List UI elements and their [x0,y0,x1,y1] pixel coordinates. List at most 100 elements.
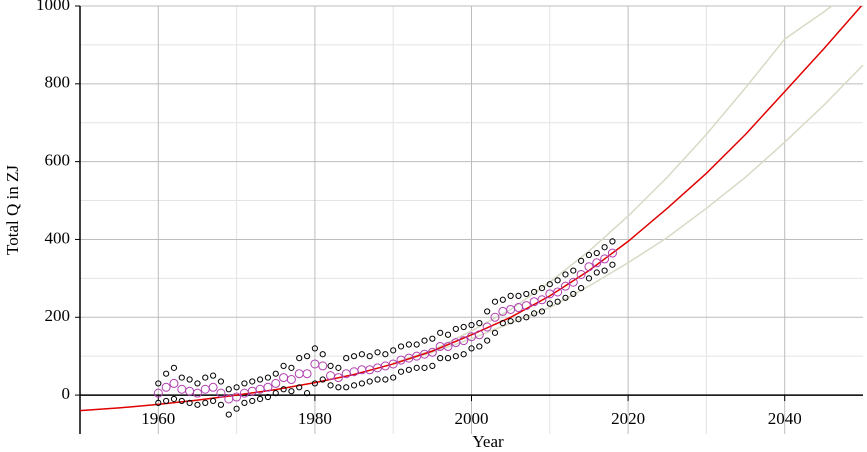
data-point [578,257,585,264]
data-point [153,388,163,398]
x-tick-label: 2000 [455,409,489,428]
data-point [468,321,475,329]
data-point [607,248,617,258]
data-point [476,320,483,327]
data-point [585,275,593,282]
data-point [350,382,358,389]
data-point [200,384,210,394]
data-point [388,359,398,369]
data-point [491,329,499,336]
data-point [232,392,242,402]
data-point [460,351,467,358]
data-point [319,351,326,358]
data-point [225,411,232,418]
data-point [288,364,295,371]
data-point [560,281,570,291]
data-point [554,298,561,305]
data-point [538,308,546,315]
x-tick-label: 2040 [768,409,802,428]
data-point [350,353,358,360]
data-point [429,335,436,342]
data-point [531,288,538,296]
data-point [256,395,264,403]
data-point [397,368,405,375]
data-point [484,308,491,315]
data-point [327,382,334,389]
data-point [546,281,553,288]
data-point [374,349,381,356]
data-point [537,295,547,305]
data-point [233,384,240,391]
data-point [397,343,405,350]
data-point [249,378,256,385]
data-point [507,318,514,325]
data-point [247,386,257,396]
data-point [217,378,225,385]
data-point [208,382,218,392]
data-point [609,261,616,268]
data-point [521,301,531,311]
y-tick-label: 800 [45,73,71,92]
data-point [202,399,209,406]
data-point [178,397,185,405]
data-point [161,382,171,392]
data-point [194,401,201,408]
data-point [538,284,546,292]
data-point [499,296,506,303]
data-point [609,238,616,245]
data-point [311,380,318,387]
data-point [170,364,178,371]
y-tick-label: 0 [62,384,71,403]
data-point [460,323,467,331]
data-point [335,364,342,371]
data-point [210,372,217,379]
data-point [413,364,420,371]
data-point [570,267,577,274]
data-point [169,378,179,388]
data-point [272,390,279,397]
data-point [427,347,437,357]
fit-curve [80,6,863,412]
data-point [186,399,193,406]
y-tick-label: 600 [45,151,71,170]
data-point [170,395,178,403]
x-tick-label: 1980 [298,409,332,428]
data-point [210,397,217,405]
data-point [366,353,373,360]
data-point [390,347,397,354]
data-point [491,298,499,305]
data-point [185,386,195,396]
data-point [303,353,311,360]
data-point [562,271,569,278]
data-point [335,384,342,391]
data-point [186,376,193,383]
data-point [296,384,303,391]
x-tick-label: 2020 [611,409,645,428]
data-point [570,290,577,298]
data-point [279,373,289,383]
data-point [584,262,594,272]
data-point [241,380,248,387]
data-point [374,376,381,383]
data-point [429,362,436,370]
data-point [507,292,514,299]
data-point [562,294,569,301]
data-point [568,277,578,287]
data-point [343,384,350,391]
data-point [192,388,202,398]
y-tick-label: 400 [45,228,71,247]
data-point [294,369,304,379]
data-point [576,269,586,279]
data-point [326,371,336,381]
data-point [468,345,475,352]
data-point [523,290,530,298]
data-point [437,329,444,336]
data-point [286,375,296,385]
data-point [225,386,232,393]
data-point [482,322,492,332]
data-point [553,287,563,297]
x-tick-label: 1960 [141,409,175,428]
data-point [452,353,459,360]
data-point [578,284,585,292]
